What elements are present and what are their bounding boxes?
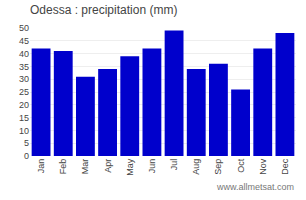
svg-text:5: 5: [24, 138, 29, 148]
svg-text:Oct: Oct: [236, 158, 246, 173]
svg-text:Sep: Sep: [213, 159, 223, 175]
svg-text:35: 35: [19, 62, 29, 72]
svg-text:40: 40: [19, 49, 29, 59]
svg-text:Dec: Dec: [280, 158, 290, 175]
svg-text:15: 15: [19, 113, 29, 123]
svg-text:0: 0: [24, 151, 29, 161]
svg-text:Jul: Jul: [169, 159, 179, 171]
svg-text:45: 45: [19, 36, 29, 46]
svg-text:Feb: Feb: [58, 159, 68, 175]
svg-text:50: 50: [19, 23, 29, 33]
svg-text:Nov: Nov: [258, 158, 268, 175]
svg-text:www.allmetsat.com: www.allmetsat.com: [216, 182, 294, 192]
svg-text:Jun: Jun: [147, 159, 157, 174]
svg-text:Mar: Mar: [80, 159, 90, 175]
svg-text:Aug: Aug: [191, 159, 201, 175]
svg-text:Odessa : precipitation (mm): Odessa : precipitation (mm): [30, 3, 177, 17]
svg-text:Jan: Jan: [36, 159, 46, 174]
svg-text:May: May: [125, 158, 135, 176]
svg-text:30: 30: [19, 74, 29, 84]
svg-text:25: 25: [19, 87, 29, 97]
svg-text:20: 20: [19, 100, 29, 110]
svg-text:10: 10: [19, 126, 29, 136]
svg-text:Apr: Apr: [103, 159, 113, 173]
